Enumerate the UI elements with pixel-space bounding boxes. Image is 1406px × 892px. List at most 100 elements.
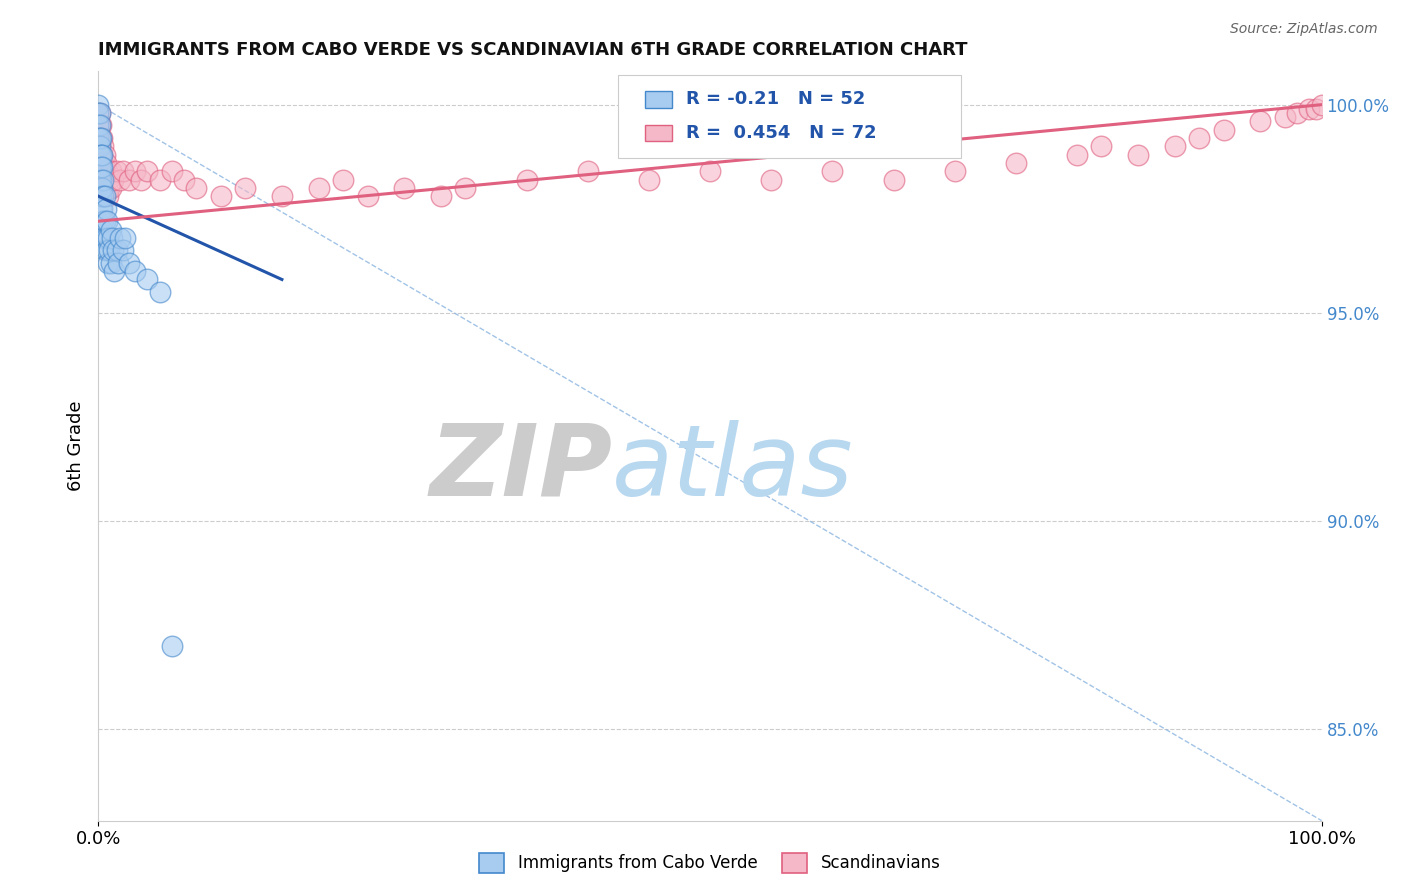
Point xyxy=(430,189,453,203)
Point xyxy=(87,131,110,145)
Point xyxy=(89,189,111,203)
Point xyxy=(118,256,141,270)
Point xyxy=(94,156,117,170)
Point xyxy=(90,172,112,186)
Point xyxy=(90,119,112,133)
Point xyxy=(89,160,111,174)
Point xyxy=(91,147,114,161)
Point xyxy=(332,172,354,186)
FancyBboxPatch shape xyxy=(645,125,672,142)
Point xyxy=(87,106,110,120)
Point xyxy=(1004,156,1026,170)
Point xyxy=(101,244,124,258)
Point xyxy=(97,189,120,203)
Point xyxy=(91,131,114,145)
FancyBboxPatch shape xyxy=(645,91,672,108)
Point xyxy=(90,160,112,174)
Text: atlas: atlas xyxy=(612,420,853,517)
Point xyxy=(308,181,330,195)
Point xyxy=(91,231,114,245)
Point xyxy=(1249,114,1271,128)
Point xyxy=(91,181,114,195)
Point xyxy=(1188,131,1211,145)
Point xyxy=(136,272,159,286)
Point xyxy=(111,164,134,178)
Point xyxy=(110,172,132,186)
Point xyxy=(87,119,110,133)
Y-axis label: 6th Grade: 6th Grade xyxy=(66,401,84,491)
Point xyxy=(89,119,111,133)
Point xyxy=(454,181,477,195)
Point xyxy=(89,139,111,153)
Point xyxy=(87,119,110,133)
Point xyxy=(173,172,195,186)
Point xyxy=(93,164,115,178)
Point xyxy=(96,214,118,228)
Point xyxy=(1286,106,1309,120)
Point xyxy=(90,202,112,216)
Text: Source: ZipAtlas.com: Source: ZipAtlas.com xyxy=(1230,22,1378,37)
Point xyxy=(160,639,183,653)
Point xyxy=(101,172,124,186)
Point xyxy=(883,172,905,186)
Point xyxy=(270,189,294,203)
Point xyxy=(638,172,661,186)
Point xyxy=(699,164,721,178)
Point xyxy=(1164,139,1187,153)
Point xyxy=(821,164,844,178)
Point xyxy=(110,231,132,245)
Point xyxy=(96,164,118,178)
Point xyxy=(100,181,122,195)
Point xyxy=(101,231,124,245)
Point xyxy=(233,181,256,195)
Point xyxy=(100,164,122,178)
Point xyxy=(94,202,117,216)
Point xyxy=(111,244,134,258)
Point xyxy=(96,244,118,258)
Point xyxy=(515,172,537,186)
Point xyxy=(91,189,114,203)
Point xyxy=(91,147,114,161)
Point xyxy=(1090,139,1112,153)
Point xyxy=(91,172,114,186)
Point xyxy=(124,264,146,278)
Point xyxy=(392,181,416,195)
Point xyxy=(97,172,120,186)
Point xyxy=(87,106,110,120)
Point xyxy=(100,256,122,270)
Point xyxy=(1066,147,1088,161)
Point xyxy=(356,189,378,203)
Point xyxy=(1274,110,1296,124)
Point xyxy=(91,172,114,186)
Point xyxy=(97,256,120,270)
Point xyxy=(98,181,121,195)
Point xyxy=(89,160,111,174)
Point xyxy=(576,164,599,178)
Point xyxy=(90,147,112,161)
Point xyxy=(761,172,783,186)
Point xyxy=(149,285,172,299)
Text: R =  0.454   N = 72: R = 0.454 N = 72 xyxy=(686,124,876,142)
Point xyxy=(209,189,232,203)
Point xyxy=(89,139,111,153)
Point xyxy=(1212,122,1234,136)
FancyBboxPatch shape xyxy=(619,75,960,158)
Point xyxy=(1305,102,1327,116)
Point xyxy=(105,244,128,258)
Point xyxy=(89,131,111,145)
Text: ZIP: ZIP xyxy=(429,420,612,517)
Point xyxy=(90,131,112,145)
Point xyxy=(149,172,172,186)
Point xyxy=(91,214,114,228)
Point xyxy=(93,189,115,203)
Point xyxy=(90,160,112,174)
Text: IMMIGRANTS FROM CABO VERDE VS SCANDINAVIAN 6TH GRADE CORRELATION CHART: IMMIGRANTS FROM CABO VERDE VS SCANDINAVI… xyxy=(98,41,967,59)
Point xyxy=(89,147,111,161)
Point xyxy=(96,181,118,195)
Point xyxy=(98,244,121,258)
Point xyxy=(94,231,117,245)
Point xyxy=(93,214,115,228)
Point xyxy=(89,172,111,186)
Point xyxy=(89,131,111,145)
Point xyxy=(91,202,114,216)
